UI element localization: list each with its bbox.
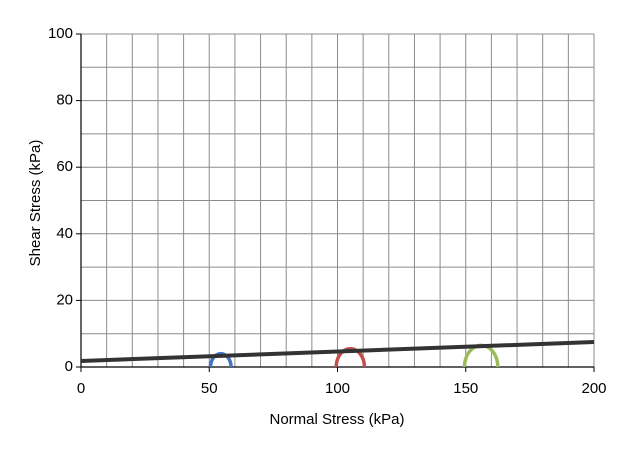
x-axis-title: Normal Stress (kPa) — [269, 411, 404, 428]
x-tick-label: 0 — [77, 380, 85, 397]
y-tick-label: 20 — [56, 291, 73, 308]
y-axis-title: Shear Stress (kPa) — [27, 140, 44, 267]
mohr-circle — [334, 346, 367, 368]
y-tick-label: 60 — [56, 158, 73, 175]
y-tick-label: 80 — [56, 92, 73, 109]
failure-envelope — [80, 340, 595, 364]
x-tick-label: 50 — [201, 380, 218, 397]
x-tick-label: 150 — [453, 380, 478, 397]
y-tick-label: 0 — [65, 358, 73, 375]
y-tick-label: 100 — [48, 25, 73, 42]
mohr-circle — [208, 351, 233, 368]
x-tick-label: 200 — [581, 380, 606, 397]
y-tick-label: 40 — [56, 225, 73, 242]
x-tick-label: 100 — [325, 380, 350, 397]
